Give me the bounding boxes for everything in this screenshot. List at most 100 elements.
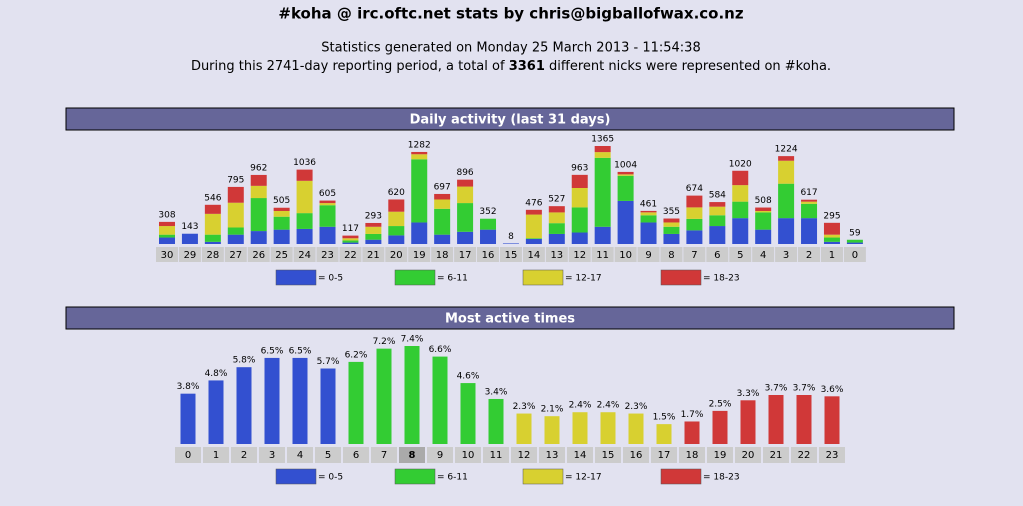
x-tick-label: 23 [826, 450, 839, 461]
legend-swatch [660, 269, 702, 286]
bar-segment [778, 183, 795, 219]
bar-segment [709, 226, 726, 244]
bar-segment [250, 174, 267, 186]
bar-segment [548, 212, 565, 224]
bar-segment [457, 231, 474, 244]
bar [404, 346, 420, 444]
x-tick-label: 10 [462, 450, 475, 461]
bar-segment [663, 233, 680, 244]
x-tick-label: 16 [630, 450, 643, 461]
bar-total: 143 [181, 222, 198, 232]
x-tick-label: 20 [390, 250, 403, 261]
bar-total: 117 [342, 224, 359, 234]
nick-count: 3361 [509, 59, 545, 74]
day-label-box [156, 247, 178, 262]
bar-segment [594, 146, 611, 153]
bar-total: 584 [709, 191, 726, 201]
bar-segment [204, 213, 221, 235]
bar-segment [388, 235, 405, 244]
bar-segment [617, 174, 634, 176]
bar-segment [732, 185, 749, 202]
x-tick-label: 18 [436, 250, 449, 261]
hour-label-box [259, 447, 285, 463]
bar-segment [732, 218, 749, 244]
x-tick-label: 5 [737, 250, 743, 261]
x-tick-label: 30 [161, 250, 174, 261]
x-tick-label: 14 [528, 250, 541, 261]
bar [768, 395, 784, 444]
bar-segment [250, 185, 267, 199]
day-label-box [752, 247, 775, 262]
day-label-box [293, 247, 316, 262]
bar-segment [480, 218, 497, 230]
x-tick-label: 7 [691, 250, 697, 261]
period-text: During this 2741-day reporting period, a… [191, 59, 831, 74]
day-label-box [798, 247, 821, 262]
day-label-box [224, 247, 247, 262]
bar [460, 383, 476, 444]
hour-label-box [427, 447, 453, 463]
x-tick-label: 19 [714, 450, 727, 461]
bar-value-label: 4.8% [205, 369, 228, 379]
x-tick-label: 8 [409, 450, 416, 461]
bar-segment [709, 206, 726, 216]
bar-segment [686, 207, 703, 219]
bar-segment [663, 226, 680, 234]
x-tick-label: 2 [806, 250, 812, 261]
legend-label: = 12-17 [565, 473, 602, 483]
bar-total: 1282 [408, 140, 431, 150]
hour-label-box [175, 447, 201, 463]
x-tick-label: 21 [367, 250, 380, 261]
legend-swatch [394, 468, 436, 485]
bar-total: 461 [640, 199, 657, 209]
bar-value-label: 6.5% [261, 346, 284, 356]
day-label-box [362, 247, 385, 262]
bar-segment [273, 207, 290, 211]
x-tick-label: 1 [213, 450, 219, 461]
hour-label-box [595, 447, 621, 463]
hour-label-box [679, 447, 705, 463]
x-tick-label: 9 [645, 250, 651, 261]
bar-segment [640, 222, 657, 244]
hour-label-box [567, 447, 593, 463]
x-tick-label: 12 [518, 450, 531, 461]
bar-total: 352 [479, 207, 496, 217]
bar-segment [617, 175, 634, 201]
x-tick-label: 15 [505, 250, 518, 261]
bar-segment [755, 229, 772, 244]
bar-segment [709, 202, 726, 207]
x-tick-label: 17 [658, 450, 671, 461]
hour-label-box [539, 447, 565, 463]
bar-value-label: 3.6% [821, 385, 844, 395]
bar [376, 348, 392, 444]
bar-segment [801, 201, 818, 204]
bar-segment [434, 208, 451, 235]
bar-segment [159, 221, 175, 227]
bar-total: 620 [388, 188, 405, 198]
bar [544, 416, 560, 444]
bar-total: 962 [250, 163, 267, 173]
bar-segment [319, 226, 336, 244]
hour-label-box [651, 447, 677, 463]
bar-segment [273, 216, 290, 230]
bar-segment [319, 203, 336, 206]
x-tick-label: 8 [668, 250, 674, 261]
legend-swatch [394, 269, 436, 286]
hour-label-box [287, 447, 313, 463]
bar-segment [663, 218, 680, 223]
bar-segment [686, 230, 703, 244]
x-tick-label: 1 [829, 250, 835, 261]
bar-total: 293 [365, 211, 382, 221]
bar-segment [411, 222, 428, 244]
bar-segment [273, 210, 290, 217]
legend-swatch [522, 269, 564, 286]
day-label-box [591, 247, 614, 262]
bar-segment [571, 174, 588, 188]
hour-label-box [203, 447, 229, 463]
x-tick-label: 29 [184, 250, 197, 261]
x-tick-label: 15 [602, 450, 615, 461]
bar [684, 421, 700, 444]
day-label-box [660, 247, 683, 262]
legend-label: = 6-11 [437, 274, 468, 284]
